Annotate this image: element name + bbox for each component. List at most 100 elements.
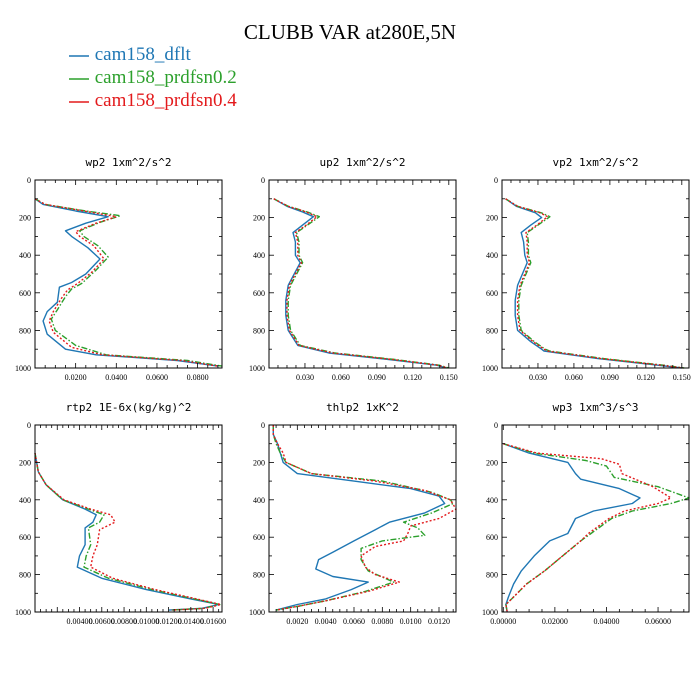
- panel-1-xtick-label: 0.0800: [187, 373, 209, 382]
- panel-1-xtick-label: 0.0200: [65, 373, 87, 382]
- panel-4-xtick-label: 0.00800: [111, 617, 137, 626]
- panel-3-ytick-label: 0: [494, 176, 498, 185]
- panel-3-series-3: [505, 198, 684, 369]
- panel-2-xtick-label: 0.150: [440, 373, 458, 382]
- panel-2-series-1: [273, 198, 447, 369]
- panel-2-xtick-label: 0.030: [296, 373, 314, 382]
- panel-2-series-3: [273, 198, 448, 369]
- panel-5-series-3: [272, 425, 457, 611]
- panel-4-xtick-label: 0.01400: [178, 617, 204, 626]
- panel-3-ytick-label: 1000: [482, 364, 498, 373]
- panel-1-series-3: [34, 198, 219, 367]
- panel-4-xtick-label: 0.00600: [89, 617, 115, 626]
- panel-5-xtick-label: 0.0060: [343, 617, 365, 626]
- panel-3-xtick-label: 0.150: [673, 373, 691, 382]
- panel-6-ytick-label: 600: [486, 533, 498, 542]
- legend-entry-prdfsn02: cam158_prdfsn0.2: [68, 67, 237, 88]
- panel-4-xtick-label: 0.01600: [200, 617, 226, 626]
- panel-3-ytick-label: 800: [486, 326, 498, 335]
- panel-5-ytick-label: 400: [253, 496, 265, 505]
- panel-3-xtick-label: 0.120: [637, 373, 655, 382]
- panel-4-title: rtp2 1E-6x(kg/kg)^2: [66, 401, 192, 414]
- figure-title: CLUBB VAR at280E,5N: [243, 20, 457, 44]
- panel-3-xtick-label: 0.030: [529, 373, 547, 382]
- panel-1-ytick-label: 600: [19, 289, 31, 298]
- panel-6-ytick-label: 200: [486, 458, 498, 467]
- panel-2-xtick-label: 0.060: [332, 373, 350, 382]
- panel-3-frame: [501, 179, 690, 369]
- panel-1-ytick-label: 800: [19, 326, 31, 335]
- panel-6-xtick-label: 0.04000: [593, 617, 619, 626]
- panel-3-series-1: [505, 198, 682, 369]
- panel-6-ytick-label: 0: [494, 421, 498, 430]
- legend-line-prdfsn04: [69, 100, 89, 103]
- panel-4-ytick-label: 600: [19, 533, 31, 542]
- panel-1-title: wp2 1xm^2/s^2: [85, 156, 171, 169]
- panel-5-xtick-label: 0.0120: [428, 617, 450, 626]
- panel-4-xtick-label: 0.01000: [133, 617, 159, 626]
- panel-5-xtick-label: 0.0020: [286, 617, 308, 626]
- panel-2-ytick-label: 400: [253, 251, 265, 260]
- panel-6-ytick-label: 400: [486, 496, 498, 505]
- panel-2-ytick-label: 800: [253, 326, 265, 335]
- legend-line-prdfsn02: [69, 77, 89, 80]
- panel-3-ytick-label: 400: [486, 251, 498, 260]
- panel-2-ytick-label: 0: [261, 176, 265, 185]
- panel-6-xtick-label: 0.06000: [645, 617, 671, 626]
- legend-label-dflt: cam158_dflt: [94, 44, 191, 65]
- panel-4-xtick-label: 0.00400: [67, 617, 93, 626]
- panel-1-ytick-label: 200: [19, 214, 31, 223]
- panel-1-series-2: [34, 198, 223, 367]
- panel-5-ytick-label: 200: [253, 458, 265, 467]
- panel-6-xtick-label: 0.02000: [542, 617, 568, 626]
- panel-6-series-1: [503, 443, 641, 613]
- panel-4-ytick-label: 1000: [15, 608, 31, 617]
- panel-1-xtick-label: 0.0600: [146, 373, 168, 382]
- panel-5-ytick-label: 1000: [249, 608, 265, 617]
- panel-3-title: vp2 1xm^2/s^2: [552, 156, 638, 169]
- panel-6-series-2: [503, 443, 690, 613]
- panel-3-xtick-label: 0.060: [565, 373, 583, 382]
- panel-5-ytick-label: 0: [261, 421, 265, 430]
- panel-3-xtick-label: 0.090: [601, 373, 619, 382]
- panel-6-ytick-label: 800: [486, 571, 498, 580]
- panel-5-xtick-label: 0.0040: [315, 617, 337, 626]
- panel-2-xtick-label: 0.120: [404, 373, 422, 382]
- panel-5-xtick-label: 0.0100: [400, 617, 422, 626]
- panel-1-xtick-label: 0.0400: [105, 373, 127, 382]
- panel-4-ytick-label: 0: [27, 421, 31, 430]
- panel-3-ytick-label: 600: [486, 289, 498, 298]
- legend-label-prdfsn04: cam158_prdfsn0.4: [94, 90, 237, 111]
- panel-5-series-1: [272, 425, 446, 611]
- legend-label-prdfsn02: cam158_prdfsn0.2: [94, 67, 237, 88]
- panel-4-ytick-label: 400: [19, 496, 31, 505]
- panel-6-title: wp3 1xm^3/s^3: [552, 401, 638, 414]
- panel-1-series-1: [34, 198, 218, 367]
- panel-4-xtick-label: 0.01200: [156, 617, 182, 626]
- panel-5-ytick-label: 800: [253, 571, 265, 580]
- panel-1-ytick-label: 0: [27, 176, 31, 185]
- panel-4-series-3: [34, 452, 222, 611]
- panel-6-xtick-label: 0.00000: [490, 617, 516, 626]
- legend-entry-dflt: cam158_dflt: [68, 44, 191, 65]
- panel-2-ytick-label: 1000: [249, 364, 265, 373]
- legend-line-dflt: [69, 54, 89, 57]
- panel-4-series-1: [34, 452, 220, 611]
- panel-5-ytick-label: 600: [253, 533, 265, 542]
- legend-entry-prdfsn04: cam158_prdfsn0.4: [68, 90, 237, 111]
- panel-5-xtick-label: 0.0080: [371, 617, 393, 626]
- panel-4-series-2: [34, 452, 221, 611]
- panel-5-title: thlp2 1xK^2: [326, 401, 399, 414]
- panel-2-ytick-label: 600: [253, 289, 265, 298]
- panel-4-ytick-label: 200: [19, 458, 31, 467]
- panel-2-xtick-label: 0.090: [368, 373, 386, 382]
- panel-2-series-2: [273, 198, 449, 369]
- panel-5-series-2: [272, 425, 454, 611]
- panel-4-ytick-label: 800: [19, 571, 31, 580]
- panel-1-ytick-label: 400: [19, 251, 31, 260]
- panel-6-ytick-label: 1000: [482, 608, 498, 617]
- panel-2-title: up2 1xm^2/s^2: [319, 156, 405, 169]
- panel-1-ytick-label: 1000: [15, 364, 31, 373]
- panel-3-ytick-label: 200: [486, 214, 498, 223]
- panel-2-ytick-label: 200: [253, 214, 265, 223]
